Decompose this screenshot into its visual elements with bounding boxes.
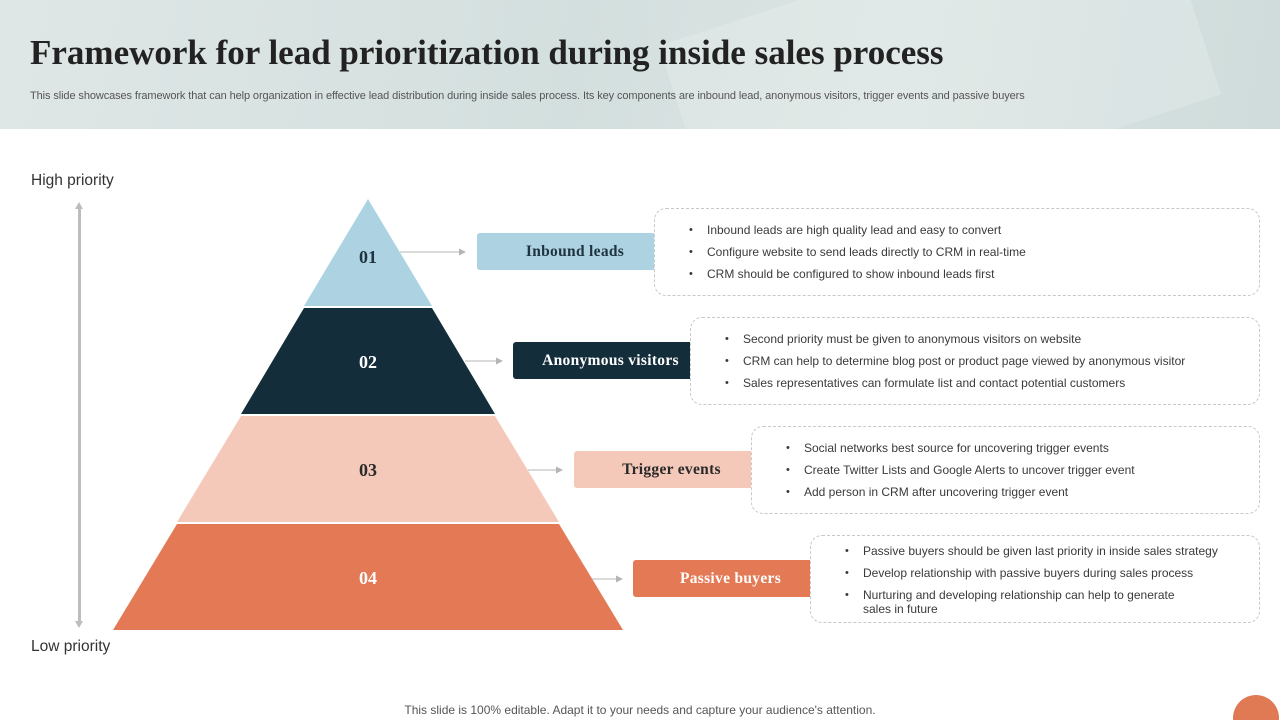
tier-label-trigger-events: Trigger events [574,451,769,488]
low-priority-label: Low priority [31,638,111,655]
tier-number-1: 01 [359,247,377,267]
tier-label-anonymous-visitors: Anonymous visitors [513,342,708,379]
detail-box-trigger-events: Social networks best source for uncoveri… [751,426,1260,514]
bullet-item: Passive buyers should be given last prio… [845,544,1235,558]
connector-arrowhead-1 [459,248,466,256]
bullet-item: Develop relationship with passive buyers… [845,566,1235,580]
bullet-item: Second priority must be given to anonymo… [725,332,1259,346]
tier-number-4: 04 [359,568,377,588]
high-priority-label: High priority [31,172,114,189]
bullet-item: Nurturing and developing relationship ca… [845,588,1205,616]
bullet-item: Configure website to send leads directly… [689,245,1259,259]
page-title: Framework for lead prioritization during… [30,33,944,72]
detail-box-anonymous-visitors: Second priority must be given to anonymo… [690,317,1260,405]
bullet-item: Inbound leads are high quality lead and … [689,223,1259,237]
bullet-list: Passive buyers should be given last prio… [845,544,1235,616]
pyramid-tier-4 [113,524,623,630]
header-banner: Framework for lead prioritization during… [0,0,1280,129]
tier-number-3: 03 [359,460,377,480]
priority-axis-arrow [75,202,83,628]
connector-arrowhead-3 [556,466,563,474]
bullet-item: Social networks best source for uncoveri… [786,441,1259,455]
connector-arrowhead-4 [616,575,623,583]
tier-number-2: 02 [359,352,377,372]
bullet-item: Create Twitter Lists and Google Alerts t… [786,463,1259,477]
connector-arrowhead-2 [496,357,503,365]
pyramid-tier-3 [177,416,559,522]
tier-label-passive-buyers: Passive buyers [633,560,828,597]
pyramid-tier-1 [304,199,432,306]
bullet-item: Sales representatives can formulate list… [725,376,1259,390]
bullet-list: Inbound leads are high quality lead and … [689,223,1259,281]
bullet-item: Add person in CRM after uncovering trigg… [786,485,1259,499]
bullet-item: CRM can help to determine blog post or p… [725,354,1259,368]
bullet-list: Second priority must be given to anonymo… [725,332,1259,390]
pyramid-tier-2 [241,308,495,414]
footer-note: This slide is 100% editable. Adapt it to… [404,703,876,717]
bullet-list: Social networks best source for uncoveri… [786,441,1259,499]
detail-box-passive-buyers: Passive buyers should be given last prio… [810,535,1260,623]
tier-label-inbound-leads: Inbound leads [477,233,673,270]
detail-box-inbound-leads: Inbound leads are high quality lead and … [654,208,1260,296]
bullet-item: CRM should be configured to show inbound… [689,267,1259,281]
page-subtitle: This slide showcases framework that can … [30,90,1025,102]
